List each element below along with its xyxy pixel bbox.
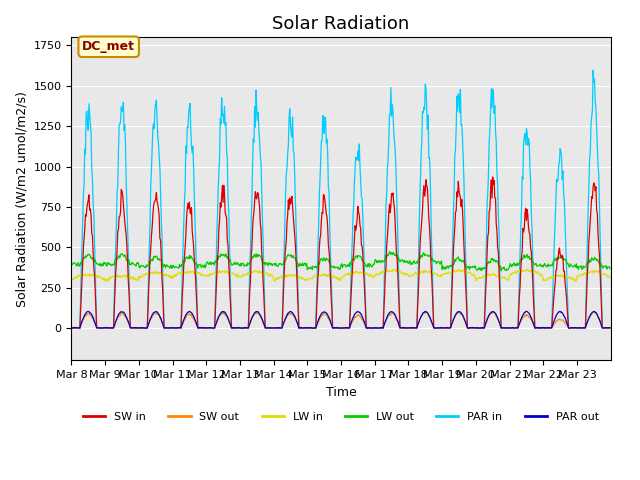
SW out bbox=[606, 325, 614, 331]
SW in bbox=[277, 325, 285, 331]
Line: SW out: SW out bbox=[72, 312, 610, 328]
PAR in bbox=[396, 325, 404, 331]
Line: LW in: LW in bbox=[72, 269, 610, 281]
SW out bbox=[489, 309, 497, 314]
SW in bbox=[131, 325, 138, 331]
LW out bbox=[257, 253, 264, 259]
PAR in bbox=[606, 325, 614, 331]
Line: LW out: LW out bbox=[72, 252, 610, 271]
LW out bbox=[497, 268, 505, 274]
PAR out bbox=[367, 325, 374, 331]
PAR in bbox=[257, 153, 264, 159]
LW in bbox=[606, 275, 614, 280]
PAR out bbox=[397, 324, 404, 330]
LW in bbox=[427, 271, 435, 276]
Y-axis label: Solar Radiation (W/m2 umol/m2/s): Solar Radiation (W/m2 umol/m2/s) bbox=[15, 91, 28, 307]
LW in bbox=[257, 269, 265, 275]
LW in bbox=[68, 278, 76, 284]
LW out bbox=[131, 262, 138, 268]
SW out bbox=[397, 325, 404, 331]
LW in bbox=[131, 276, 139, 281]
SW out bbox=[257, 314, 264, 320]
SW in bbox=[230, 325, 237, 331]
LW in bbox=[102, 278, 109, 284]
SW in bbox=[426, 238, 434, 243]
PAR out bbox=[277, 325, 285, 331]
LW in bbox=[278, 274, 285, 279]
PAR in bbox=[589, 68, 597, 73]
SW out bbox=[277, 325, 285, 331]
SW out bbox=[376, 325, 384, 331]
SW out bbox=[427, 318, 435, 324]
LW out bbox=[68, 262, 76, 268]
LW out bbox=[277, 261, 285, 266]
LW out bbox=[427, 254, 435, 260]
LW in bbox=[524, 266, 532, 272]
PAR in bbox=[68, 325, 76, 331]
LW out bbox=[397, 258, 404, 264]
Line: SW in: SW in bbox=[72, 177, 610, 328]
SW out bbox=[68, 325, 76, 331]
PAR in bbox=[131, 325, 138, 331]
PAR out bbox=[523, 309, 531, 314]
PAR in bbox=[426, 172, 434, 178]
LW out bbox=[386, 249, 394, 255]
LW out bbox=[606, 266, 614, 272]
LW in bbox=[230, 272, 238, 277]
SW in bbox=[68, 325, 76, 331]
PAR in bbox=[277, 325, 285, 331]
PAR out bbox=[606, 325, 614, 331]
Title: Solar Radiation: Solar Radiation bbox=[273, 15, 410, 33]
PAR in bbox=[230, 325, 237, 331]
SW out bbox=[230, 325, 237, 331]
SW in bbox=[257, 221, 264, 227]
LW in bbox=[397, 269, 404, 275]
PAR out bbox=[68, 324, 76, 330]
PAR out bbox=[230, 325, 237, 331]
SW in bbox=[396, 325, 404, 331]
Legend: SW in, SW out, LW in, LW out, PAR in, PAR out: SW in, SW out, LW in, LW out, PAR in, PA… bbox=[79, 407, 604, 426]
SW in bbox=[606, 325, 614, 331]
Line: PAR in: PAR in bbox=[72, 71, 610, 328]
PAR out bbox=[131, 324, 138, 330]
X-axis label: Time: Time bbox=[326, 386, 356, 399]
Text: DC_met: DC_met bbox=[82, 40, 135, 53]
LW out bbox=[230, 261, 237, 266]
PAR out bbox=[427, 317, 435, 323]
PAR out bbox=[257, 312, 264, 318]
SW in bbox=[489, 174, 497, 180]
SW out bbox=[131, 325, 138, 331]
Line: PAR out: PAR out bbox=[72, 312, 610, 328]
